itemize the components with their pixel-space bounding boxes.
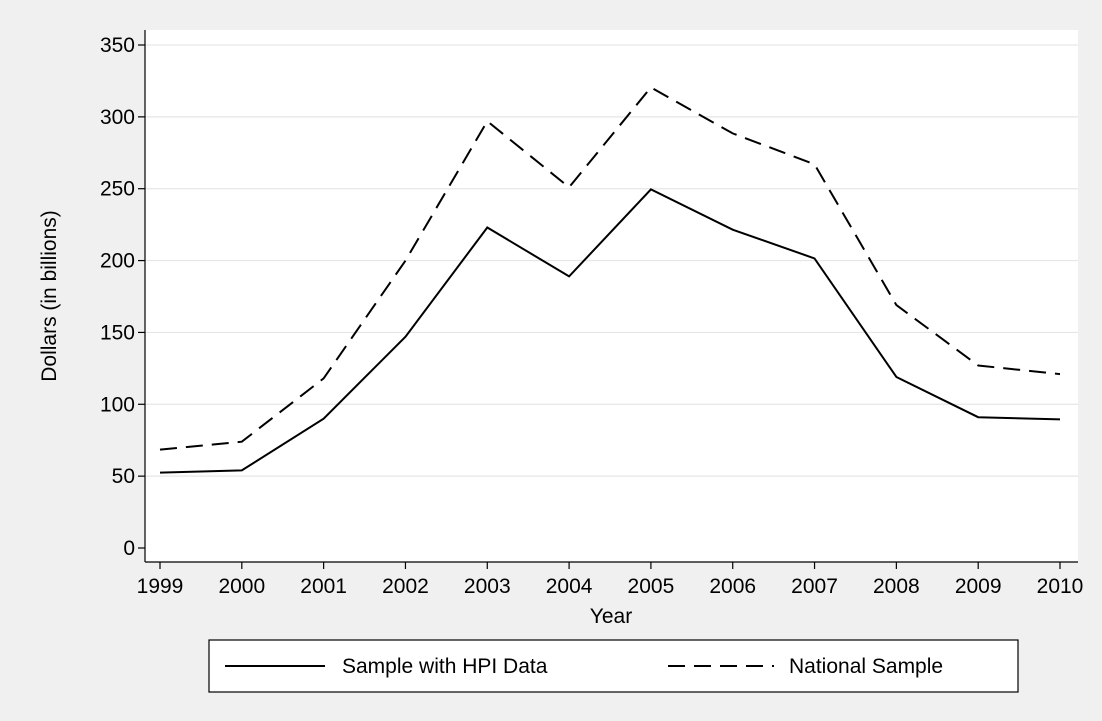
y-tick-label: 300 <box>100 106 135 129</box>
x-axis-title: Year <box>590 605 632 628</box>
x-axis-ticks: 1999 2000 2001 2002 2003 2004 2005 2006 2007 2008… <box>137 562 1084 598</box>
x-tick-label: 2000 <box>218 575 265 598</box>
x-tick-label: 2008 <box>873 575 920 598</box>
x-tick-label: 1999 <box>137 575 184 598</box>
y-tick-label: 0 <box>123 537 135 560</box>
legend-box <box>208 639 1019 693</box>
legend: Sample with HPI Data National Sample <box>208 639 1019 693</box>
grid-lines <box>145 44 1078 477</box>
series-lines <box>159 86 1061 474</box>
y-axis-title: Dollars (in billions) <box>38 210 61 382</box>
legend-label-sample-with-hpi-data: Sample with HPI Data <box>342 655 548 678</box>
x-tick-label: 2007 <box>791 575 838 598</box>
y-tick-label: 200 <box>100 250 135 273</box>
y-tick-label: 100 <box>100 393 135 416</box>
plot-area <box>145 30 1078 562</box>
x-tick-label: 2002 <box>382 575 429 598</box>
x-tick-label: 2005 <box>628 575 675 598</box>
y-tick-label: 350 <box>100 34 135 57</box>
y-tick-label: 50 <box>112 465 135 488</box>
x-tick-label: 2001 <box>300 575 347 598</box>
series-line-sample-with-hpi-data <box>159 188 1061 474</box>
axes <box>144 30 1078 563</box>
legend-label-national-sample: National Sample <box>789 655 943 678</box>
x-tick-label: 2006 <box>709 575 756 598</box>
x-tick-label: 2003 <box>464 575 511 598</box>
x-tick-label: 2004 <box>546 575 593 598</box>
y-tick-label: 150 <box>100 321 135 344</box>
x-tick-label: 2010 <box>1037 575 1084 598</box>
y-axis-ticks: 0 50 100 150 200 250 300 350 <box>100 34 145 560</box>
x-tick-label: 2009 <box>955 575 1002 598</box>
series-line-national-sample <box>159 86 1061 451</box>
y-tick-label: 250 <box>100 178 135 201</box>
